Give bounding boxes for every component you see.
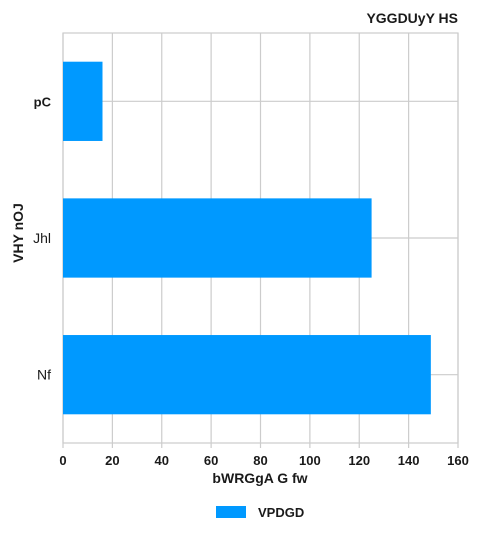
x-axis-title: bWRGgA G fw (212, 470, 307, 486)
x-tick-label: 100 (299, 453, 321, 468)
y-tick-label: pC (34, 94, 52, 109)
x-tick-label: 20 (105, 453, 119, 468)
x-tick-label: 0 (59, 453, 66, 468)
x-tick-label: 140 (398, 453, 420, 468)
bar (63, 198, 372, 278)
y-axis-title: VHY nOJ (10, 203, 26, 263)
x-tick-label: 40 (155, 453, 169, 468)
x-tick-label: 80 (253, 453, 267, 468)
x-tick-label: 120 (348, 453, 370, 468)
legend: VPDGD (216, 505, 304, 520)
bar (63, 61, 103, 141)
legend-label: VPDGD (258, 505, 304, 520)
y-tick-label: Nf (37, 367, 51, 383)
chart-title: YGGDUyY HS (366, 10, 458, 26)
axis-layer: 0 20 40 60 80 100 120 140 160 pC Jhl Nf (33, 94, 469, 468)
x-tick-label: 160 (447, 453, 469, 468)
bars-layer (63, 61, 431, 415)
bar (63, 335, 431, 415)
x-tick-label: 60 (204, 453, 218, 468)
y-tick-label: Jhl (33, 230, 51, 246)
legend-swatch (216, 506, 246, 518)
